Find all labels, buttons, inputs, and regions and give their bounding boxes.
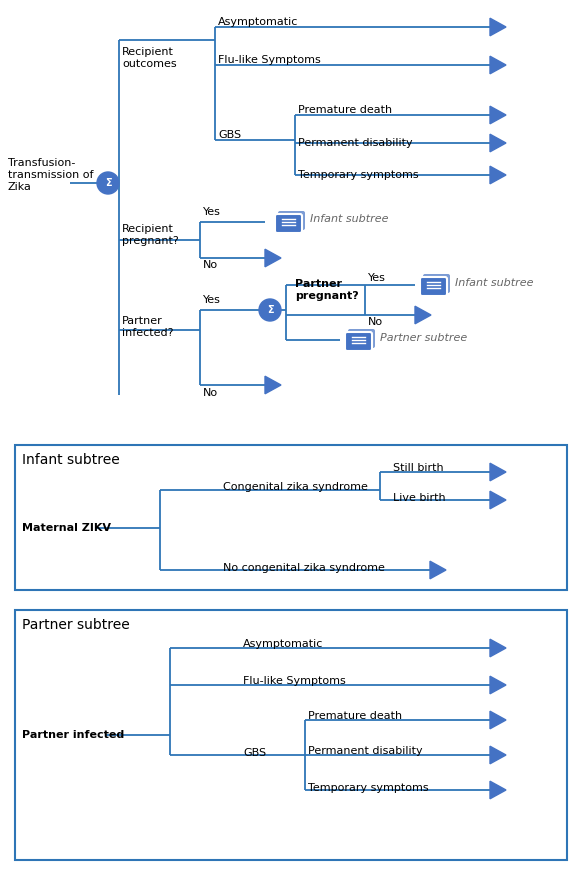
Text: Infant subtree: Infant subtree — [22, 453, 120, 467]
FancyBboxPatch shape — [278, 211, 305, 230]
Text: Flu-like Symptoms: Flu-like Symptoms — [243, 676, 346, 686]
Text: Temporary symptoms: Temporary symptoms — [308, 783, 429, 793]
Text: Recipient
outcomes: Recipient outcomes — [122, 47, 177, 69]
Polygon shape — [490, 18, 506, 36]
Text: Temporary symptoms: Temporary symptoms — [298, 170, 419, 180]
Text: Premature death: Premature death — [308, 711, 402, 721]
Polygon shape — [490, 781, 506, 799]
Text: Permanent disability: Permanent disability — [298, 138, 413, 148]
Text: Yes: Yes — [203, 207, 221, 217]
Text: Flu-like Symptoms: Flu-like Symptoms — [218, 55, 321, 65]
Text: Congenital zika syndrome: Congenital zika syndrome — [223, 482, 368, 492]
Text: Σ: Σ — [266, 305, 273, 315]
FancyBboxPatch shape — [275, 214, 302, 233]
Text: Transfusion-
transmission of
Zika: Transfusion- transmission of Zika — [8, 158, 93, 192]
Polygon shape — [490, 56, 506, 74]
Polygon shape — [490, 134, 506, 151]
Text: Permanent disability: Permanent disability — [308, 746, 423, 756]
FancyBboxPatch shape — [345, 332, 372, 351]
Text: No congenital zika syndrome: No congenital zika syndrome — [223, 563, 385, 573]
Text: Partner infected: Partner infected — [22, 730, 124, 740]
Text: No: No — [203, 388, 218, 398]
Text: Maternal ZIKV: Maternal ZIKV — [22, 523, 111, 533]
Text: Σ: Σ — [105, 178, 111, 188]
Polygon shape — [490, 676, 506, 694]
Text: Partner
pregnant?: Partner pregnant? — [295, 279, 359, 301]
Text: No: No — [368, 317, 383, 327]
Text: Partner subtree: Partner subtree — [380, 333, 467, 343]
Text: Asymptomatic: Asymptomatic — [243, 639, 324, 649]
Text: Asymptomatic: Asymptomatic — [218, 17, 298, 27]
Polygon shape — [490, 106, 506, 123]
FancyBboxPatch shape — [420, 277, 447, 296]
Polygon shape — [490, 463, 506, 480]
Polygon shape — [430, 561, 446, 578]
Text: Recipient
pregnant?: Recipient pregnant? — [122, 224, 179, 246]
Polygon shape — [265, 376, 281, 394]
Text: Still birth: Still birth — [393, 463, 444, 473]
Text: Infant subtree: Infant subtree — [455, 278, 533, 288]
Text: Partner
infected?: Partner infected? — [122, 316, 174, 338]
Text: GBS: GBS — [243, 748, 266, 758]
Text: Infant subtree: Infant subtree — [310, 214, 388, 224]
Polygon shape — [490, 711, 506, 729]
Text: Yes: Yes — [203, 295, 221, 305]
Text: Yes: Yes — [368, 273, 386, 283]
Text: Premature death: Premature death — [298, 105, 392, 115]
FancyBboxPatch shape — [348, 329, 375, 348]
Text: Live birth: Live birth — [393, 493, 445, 503]
Polygon shape — [265, 249, 281, 267]
Polygon shape — [415, 306, 431, 324]
Polygon shape — [490, 491, 506, 508]
Bar — [15, 445, 567, 590]
Text: Partner subtree: Partner subtree — [22, 618, 130, 632]
Text: GBS: GBS — [218, 130, 241, 140]
Polygon shape — [490, 640, 506, 657]
Bar — [15, 610, 567, 860]
Text: No: No — [203, 260, 218, 270]
Polygon shape — [490, 746, 506, 764]
Circle shape — [97, 172, 119, 194]
Polygon shape — [490, 166, 506, 184]
FancyBboxPatch shape — [423, 274, 450, 293]
Circle shape — [259, 299, 281, 321]
